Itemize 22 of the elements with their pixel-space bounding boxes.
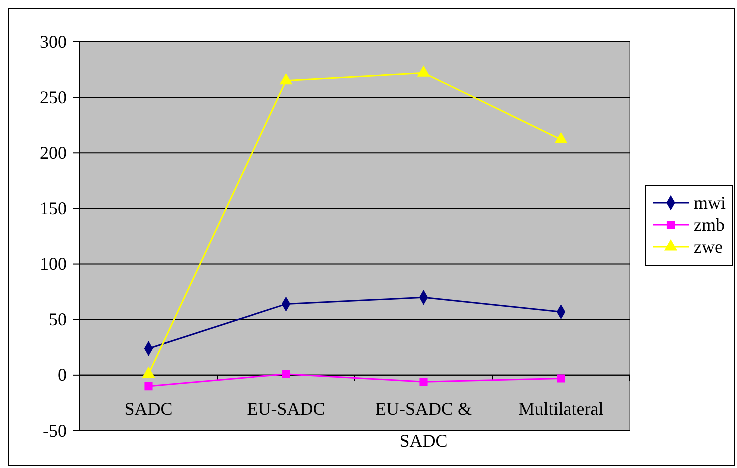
point (420, 378, 428, 386)
point (557, 374, 566, 383)
x-tick-label: SADC (124, 399, 173, 419)
point (555, 132, 568, 144)
y-tick-label: 300 (40, 32, 67, 52)
point (282, 370, 290, 378)
y-tick-label: 100 (40, 254, 67, 274)
y-tick-label: 200 (40, 142, 67, 163)
y-tick-label: 150 (40, 198, 67, 218)
x-tick-label: EU-SADC & SADC (375, 399, 472, 451)
y-tick-label: 50 (49, 310, 67, 330)
legend-label: mwi (694, 193, 726, 213)
x-tick-label: EU-SADC (247, 399, 326, 419)
y-tick-label: -50 (43, 420, 67, 441)
y-tick-label: 0 (58, 365, 67, 386)
point (280, 74, 292, 85)
x-tick-label: Multilateral (518, 399, 604, 419)
legend-label: zwe (694, 237, 723, 257)
point (144, 382, 153, 391)
point (418, 66, 430, 77)
legend-label: zmb (694, 215, 725, 235)
y-tick-label: 250 (40, 87, 67, 108)
